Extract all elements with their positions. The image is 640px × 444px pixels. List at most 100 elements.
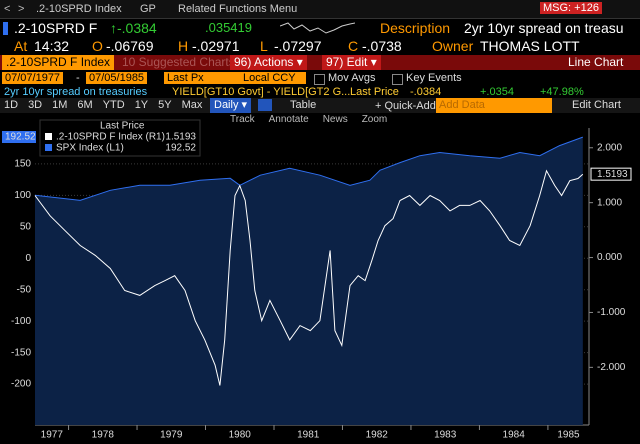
last-price: -.0384 (410, 86, 442, 98)
period-buttons: 1D 3D 1M 6M YTD 1Y 5Y Max (4, 99, 212, 111)
legend-label: SPX Index (L1) (56, 143, 124, 154)
net-change: ↑-.0384 (110, 20, 157, 36)
legend-value: 192.52 (165, 143, 196, 154)
period-button[interactable]: 6M (77, 99, 93, 111)
close: -.0738 (362, 38, 402, 54)
line (34, 136, 583, 201)
percent-change: +47.98% (540, 86, 584, 98)
suggested-charts[interactable]: 10 Suggested Charts (122, 55, 235, 69)
x-tick-label: 1984 (503, 430, 526, 441)
table-button[interactable]: Table (290, 99, 317, 111)
frequency-select[interactable]: Daily ▾ (210, 98, 252, 113)
legend-box (39, 119, 201, 157)
key-events[interactable]: Key Events (406, 72, 462, 84)
y-tick-label: -50 (17, 284, 32, 295)
message-badge[interactable]: MSG: +126 (540, 2, 602, 14)
open-label: O (92, 38, 103, 54)
period-button[interactable]: 1D (4, 99, 19, 111)
x-tick-label: 1980 (229, 430, 252, 441)
formula: YIELD[GT10 Govt] - YIELD[GT2 G... (172, 86, 351, 98)
high-label: H (178, 38, 189, 54)
forward-button[interactable]: > (18, 3, 25, 15)
edit-menu[interactable]: 97) Edit ▾ (322, 55, 381, 70)
change: +.0354 (480, 86, 514, 98)
tool-button[interactable]: News (322, 114, 348, 125)
tool-button[interactable]: Track (230, 114, 255, 125)
y-tick-label: -100 (11, 316, 31, 327)
chart-type: Line Chart (568, 55, 624, 69)
actions-menu[interactable]: 96) Actions ▾ (230, 55, 307, 70)
x-tick-label: 1981 (297, 430, 320, 441)
security-field[interactable]: .2-10SPRD Index (36, 3, 122, 15)
chart-icon[interactable] (258, 99, 272, 111)
last-value-label: 192.52 (5, 132, 36, 143)
high: -.02971 (192, 38, 240, 54)
y-tick-label: 150 (14, 159, 31, 170)
last-value-tag (590, 167, 632, 181)
related-menu[interactable]: Related Functions Menu (178, 3, 298, 15)
low-label: L (260, 38, 268, 54)
y2-tick-label: 1.000 (597, 197, 622, 208)
top-toolbar (0, 0, 640, 19)
checkbox[interactable] (392, 74, 403, 85)
legend-swatch (45, 144, 52, 151)
legend-label: .2-10SPRD F Index (R1) (56, 132, 165, 143)
start-date[interactable]: 07/07/1977 (2, 72, 64, 84)
y-tick-label: -150 (11, 347, 31, 358)
gp-menu[interactable]: GP (140, 3, 156, 15)
owner-label: Owner (432, 38, 474, 54)
field-select[interactable]: Last Px (164, 72, 240, 84)
tool-button[interactable]: Zoom (361, 114, 388, 125)
back-button[interactable]: < (4, 3, 11, 15)
close-label: C (348, 38, 359, 54)
y-tick-label: 0 (25, 253, 31, 264)
y2-tick-label: 2.000 (597, 142, 622, 153)
tool-buttons: Track Annotate News Zoom (230, 114, 401, 125)
legend: Last Price.2-10SPRD F Index (R1) 1.5193 SP… (39, 119, 201, 157)
y-tick-label: -200 (11, 379, 31, 390)
quick-add[interactable]: + Quick-Add ▾ (375, 100, 445, 112)
period-button[interactable]: 1Y (134, 99, 149, 111)
period-button[interactable]: 5Y (158, 99, 172, 111)
y-tick-label: 50 (20, 221, 32, 232)
x-tick-label: 1985 (557, 430, 580, 441)
time: 14:32 (34, 38, 70, 54)
period-button[interactable]: YTD (102, 99, 125, 111)
owner: THOMAS LOTT (480, 38, 580, 54)
series-description: 2yr 10yr spread on treasuries (4, 86, 148, 98)
end-date[interactable]: 07/05/1985 (86, 72, 148, 84)
menu-bar (0, 55, 640, 70)
edit-chart[interactable]: Edit Chart (572, 99, 621, 111)
x-tick-label: 1977 (41, 430, 64, 441)
tool-button[interactable]: Annotate (268, 114, 309, 125)
ticker: .2-10SPRD F (14, 20, 98, 36)
currency-select[interactable]: Local CCY (240, 72, 306, 84)
sparkline (280, 22, 355, 34)
at-label: At (14, 38, 28, 54)
checkbox[interactable] (314, 74, 325, 85)
area (35, 137, 583, 425)
x-tick-label: 1978 (92, 430, 115, 441)
security-tab[interactable]: .2-10SPRD F Index (2, 55, 115, 70)
description: 2yr 10yr spread on treasu (464, 20, 624, 36)
y2-tick-label: 0.000 (597, 252, 622, 263)
last-value-label: 1.5193 (597, 169, 628, 180)
period-button[interactable]: Max (181, 99, 203, 111)
y2-tick-label: -2.000 (597, 362, 626, 373)
last-value-tag (2, 131, 36, 143)
open: -.06769 (106, 38, 154, 54)
date-dash: - (76, 72, 80, 84)
moving-averages[interactable]: Mov Avgs (328, 72, 376, 84)
period-button[interactable]: 1M (52, 99, 68, 111)
x-tick-label: 1979 (160, 430, 183, 441)
field-name: Last Price (350, 86, 399, 98)
add-data-field[interactable]: Add Data (436, 98, 552, 113)
color-tag (3, 22, 8, 35)
legend-title: Last Price (100, 121, 145, 132)
period-button[interactable]: 3D (28, 99, 43, 111)
low: -.07297 (274, 38, 322, 54)
quote-value: .035419 (205, 20, 252, 35)
legend-swatch (45, 133, 52, 140)
